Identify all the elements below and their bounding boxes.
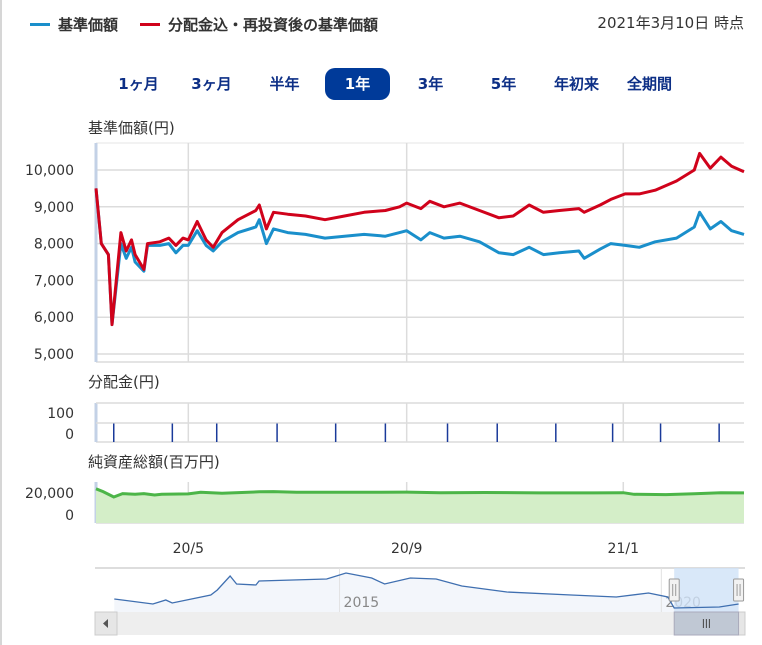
y-tick-label: 0 — [65, 427, 74, 443]
range-3y-button[interactable]: 3年 — [417, 75, 444, 93]
as-of-date: 2021年3月10日 時点 — [597, 14, 744, 32]
y-tick-label: 9,000 — [34, 200, 74, 216]
navigator-area — [114, 573, 739, 612]
navigator-line — [114, 572, 739, 609]
navigator-handle-left[interactable] — [668, 578, 680, 602]
y-tick-label: 0 — [65, 508, 74, 524]
legend-swatch-red — [140, 23, 161, 26]
range-3m-button[interactable]: 3ヶ月 — [191, 75, 232, 93]
range-selector: 1ヶ月 3ヶ月 半年 1年 3年 5年 年初来 全期間 — [102, 68, 686, 100]
legend-item-reinvested[interactable]: 分配金込・再投資後の基準価額 — [140, 14, 378, 35]
range-all-button[interactable]: 全期間 — [626, 75, 672, 93]
net-assets-area — [96, 488, 744, 523]
navigator-selection[interactable] — [674, 568, 739, 612]
left-border — [0, 0, 2, 645]
x-tick-label: 21/1 — [608, 541, 639, 557]
legend-item-nav[interactable]: 基準価額 — [30, 14, 118, 35]
range-6m-button[interactable]: 半年 — [269, 75, 300, 93]
legend-label: 基準価額 — [58, 16, 119, 34]
y-tick-label: 7,000 — [34, 273, 74, 289]
y-tick-label: 10,000 — [25, 163, 74, 179]
net-assets-panel-title: 純資産総額(百万円) — [88, 453, 220, 471]
legend-label: 分配金込・再投資後の基準価額 — [168, 16, 379, 34]
navigator-handle-right[interactable] — [733, 578, 745, 602]
y-tick-label: 8,000 — [34, 237, 74, 253]
y-tick-label: 20,000 — [25, 486, 74, 502]
scrollbar-track[interactable] — [95, 612, 745, 635]
x-tick-label: 20/9 — [391, 541, 422, 557]
base-price-line — [94, 188, 745, 327]
range-ytd-button[interactable]: 年初来 — [553, 75, 599, 93]
arrow-left-icon — [103, 619, 108, 628]
range-1y-button[interactable]: 1年 — [325, 68, 390, 100]
price-panel-title: 基準価額(円) — [88, 119, 175, 137]
range-1m-button[interactable]: 1ヶ月 — [118, 75, 159, 93]
legend-swatch-blue — [30, 23, 50, 26]
y-tick-label: 100 — [47, 406, 74, 422]
y-tick-label: 6,000 — [34, 310, 74, 326]
legend: 基準価額 分配金込・再投資後の基準価額 — [30, 14, 400, 35]
range-5y-button[interactable]: 5年 — [490, 75, 517, 93]
reinvested-price-line — [94, 151, 745, 327]
navigator-year-label: 2015 — [344, 595, 380, 611]
net-assets-line — [95, 487, 745, 499]
x-tick-label: 20/5 — [173, 541, 204, 557]
dividend-panel-title: 分配金(円) — [88, 373, 160, 391]
y-tick-label: 5,000 — [34, 347, 74, 363]
